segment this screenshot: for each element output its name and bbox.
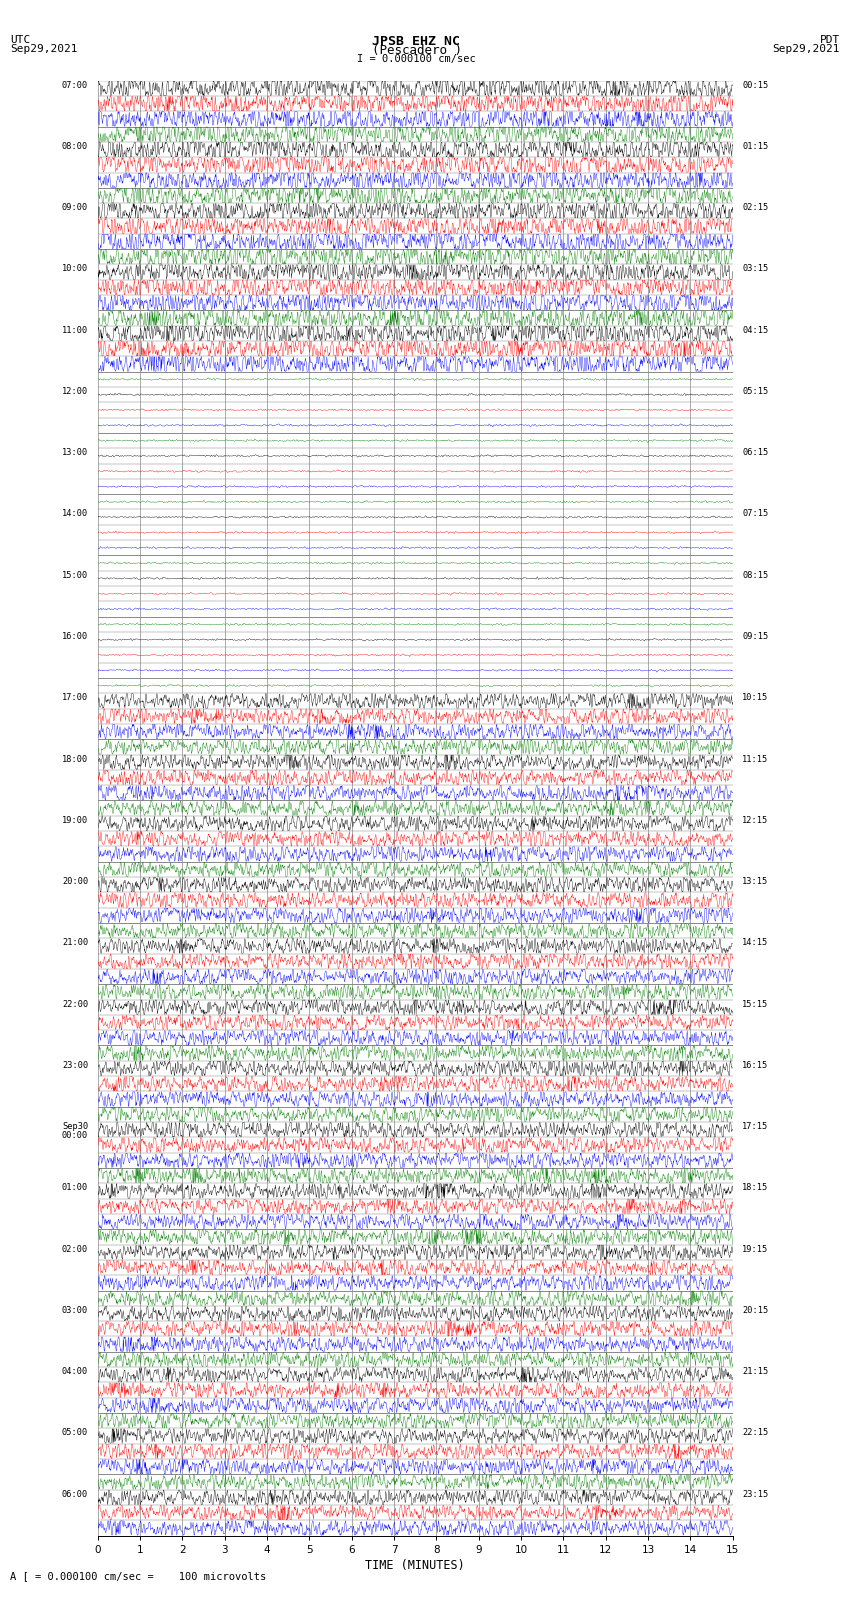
Text: 15:15: 15:15	[742, 1000, 768, 1008]
Text: 19:15: 19:15	[742, 1245, 768, 1253]
Text: 04:15: 04:15	[742, 326, 768, 334]
Text: 13:15: 13:15	[742, 877, 768, 886]
Text: UTC: UTC	[10, 35, 31, 45]
Text: 10:00: 10:00	[62, 265, 88, 274]
Text: 12:00: 12:00	[62, 387, 88, 395]
Text: 10:15: 10:15	[742, 694, 768, 702]
Text: 08:00: 08:00	[62, 142, 88, 152]
Text: 20:00: 20:00	[62, 877, 88, 886]
Text: 09:15: 09:15	[742, 632, 768, 640]
Text: 12:15: 12:15	[742, 816, 768, 824]
Text: 06:15: 06:15	[742, 448, 768, 456]
Text: 18:15: 18:15	[742, 1184, 768, 1192]
Text: 16:00: 16:00	[62, 632, 88, 640]
Text: 16:15: 16:15	[742, 1061, 768, 1069]
Text: PDT: PDT	[819, 35, 840, 45]
Text: JPSB EHZ NC: JPSB EHZ NC	[372, 35, 461, 48]
Text: 05:15: 05:15	[742, 387, 768, 395]
Text: A [ = 0.000100 cm/sec =    100 microvolts: A [ = 0.000100 cm/sec = 100 microvolts	[10, 1571, 266, 1581]
Text: Sep29,2021: Sep29,2021	[10, 44, 77, 53]
Text: 17:00: 17:00	[62, 694, 88, 702]
Text: 02:00: 02:00	[62, 1245, 88, 1253]
Text: Sep29,2021: Sep29,2021	[773, 44, 840, 53]
X-axis label: TIME (MINUTES): TIME (MINUTES)	[366, 1558, 465, 1571]
Text: 07:15: 07:15	[742, 510, 768, 518]
Text: 11:00: 11:00	[62, 326, 88, 334]
Text: 11:15: 11:15	[742, 755, 768, 763]
Text: 14:15: 14:15	[742, 939, 768, 947]
Text: 01:00: 01:00	[62, 1184, 88, 1192]
Text: 08:15: 08:15	[742, 571, 768, 579]
Text: 00:15: 00:15	[742, 81, 768, 90]
Text: 05:00: 05:00	[62, 1429, 88, 1437]
Text: 06:00: 06:00	[62, 1490, 88, 1498]
Text: I = 0.000100 cm/sec: I = 0.000100 cm/sec	[357, 53, 476, 65]
Text: 15:00: 15:00	[62, 571, 88, 579]
Text: 01:15: 01:15	[742, 142, 768, 152]
Text: 17:15: 17:15	[742, 1123, 768, 1131]
Text: 02:15: 02:15	[742, 203, 768, 213]
Text: 00:00: 00:00	[62, 1131, 88, 1140]
Text: 03:00: 03:00	[62, 1307, 88, 1315]
Text: 22:15: 22:15	[742, 1429, 768, 1437]
Text: 19:00: 19:00	[62, 816, 88, 824]
Text: Sep30: Sep30	[62, 1123, 88, 1131]
Text: 18:00: 18:00	[62, 755, 88, 763]
Text: 23:00: 23:00	[62, 1061, 88, 1069]
Text: 09:00: 09:00	[62, 203, 88, 213]
Text: 07:00: 07:00	[62, 81, 88, 90]
Text: 13:00: 13:00	[62, 448, 88, 456]
Text: 23:15: 23:15	[742, 1490, 768, 1498]
Text: 04:00: 04:00	[62, 1368, 88, 1376]
Text: (Pescadero ): (Pescadero )	[371, 44, 462, 58]
Text: 21:00: 21:00	[62, 939, 88, 947]
Text: 20:15: 20:15	[742, 1307, 768, 1315]
Text: 14:00: 14:00	[62, 510, 88, 518]
Text: 03:15: 03:15	[742, 265, 768, 274]
Text: 21:15: 21:15	[742, 1368, 768, 1376]
Text: 22:00: 22:00	[62, 1000, 88, 1008]
